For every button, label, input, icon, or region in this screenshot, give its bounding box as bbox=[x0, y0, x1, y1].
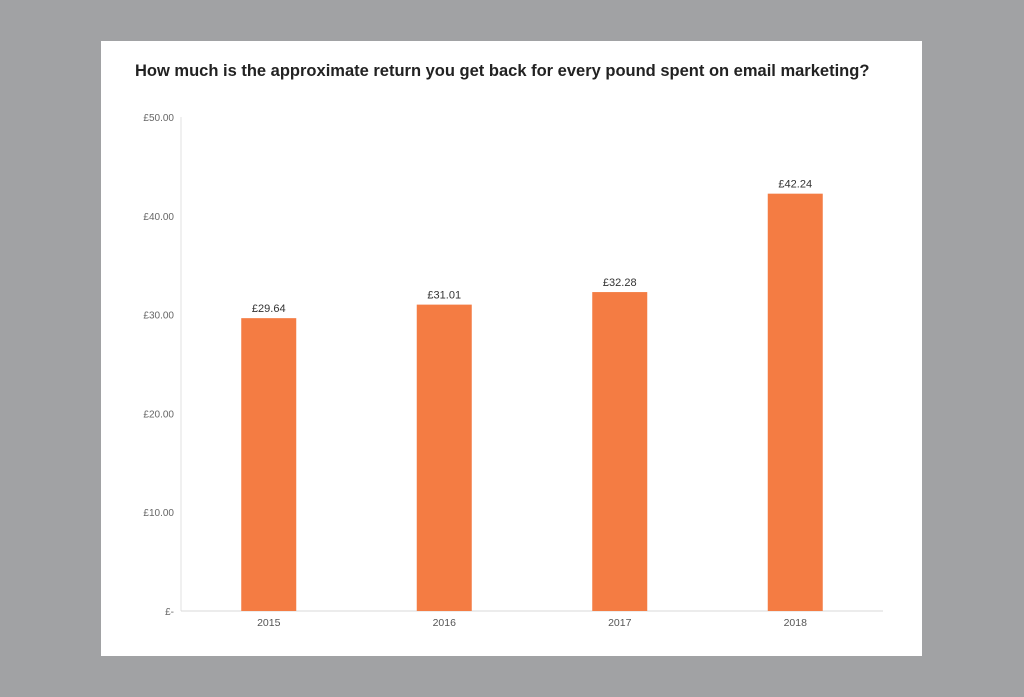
bar-2015 bbox=[241, 318, 297, 611]
y-tick-label: £- bbox=[165, 607, 174, 618]
data-label: £32.28 bbox=[603, 277, 637, 289]
y-tick-label: £20.00 bbox=[143, 409, 174, 420]
y-tick-label: £50.00 bbox=[143, 113, 174, 124]
x-tick-label: 2017 bbox=[608, 617, 632, 629]
chart-title: How much is the approximate return you g… bbox=[135, 62, 870, 80]
x-tick-label: 2018 bbox=[784, 617, 808, 629]
x-tick-label: 2015 bbox=[257, 617, 281, 629]
bar-2016 bbox=[416, 304, 472, 611]
y-tick-label: £40.00 bbox=[143, 212, 174, 223]
data-label: £31.01 bbox=[427, 290, 461, 302]
bar-2017 bbox=[592, 292, 648, 611]
y-tick-label: £10.00 bbox=[143, 508, 174, 519]
data-label: £29.64 bbox=[252, 303, 286, 315]
y-tick-label: £30.00 bbox=[143, 311, 174, 322]
data-label: £42.24 bbox=[778, 179, 812, 191]
x-tick-label: 2016 bbox=[433, 617, 457, 629]
bar-2018 bbox=[767, 193, 823, 611]
